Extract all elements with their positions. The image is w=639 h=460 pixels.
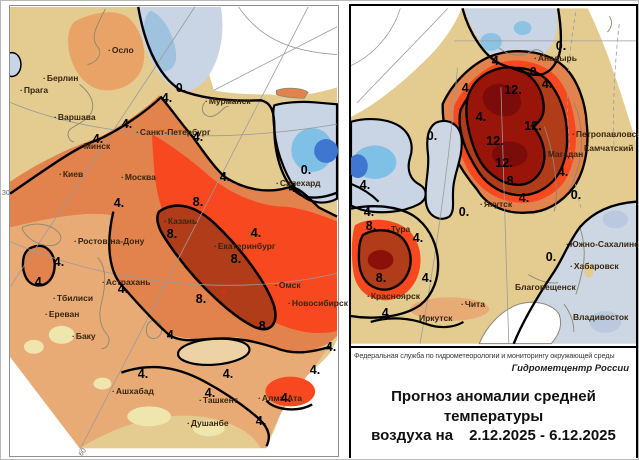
right-map-panel: Федеральная служба по гидрометеорологии … [349,4,638,458]
hydromet-center-name: Гидрометцентр России [511,363,629,374]
graticule-right [351,8,636,344]
forecast-title: Прогноз аномалии средней температуры воз… [351,387,636,446]
contours-right [351,8,636,345]
hot-core-8 [156,204,277,331]
warm-region-south [10,213,330,449]
forecast-title-line1: Прогноз аномалии средней температуры [391,388,596,425]
rostov-closed-contour [21,244,56,287]
almaty-warm-spot [265,376,316,407]
contours-left [9,6,338,447]
right-map-svg [351,8,636,345]
agency-name: Федеральная служба по гидрометеорологии … [354,351,615,360]
forecast-date-range: 2.12.2025 - 6.12.2025 [469,427,616,444]
forecast-title-line2: воздуха на 2.12.2025 - 6.12.2025 [371,427,616,444]
graticule-left [9,6,338,451]
caption-box: Федеральная служба по гидрометеорологии … [351,346,636,458]
left-map-panel [2,5,339,457]
central-cold-blob [424,119,463,220]
japan-sea-white [478,301,562,345]
warm-region-6 [152,134,338,334]
left-map-svg [2,6,339,451]
scandinavia-warm-blob [68,12,145,91]
coastlines-left [21,8,229,350]
coastlines-right [498,15,612,332]
